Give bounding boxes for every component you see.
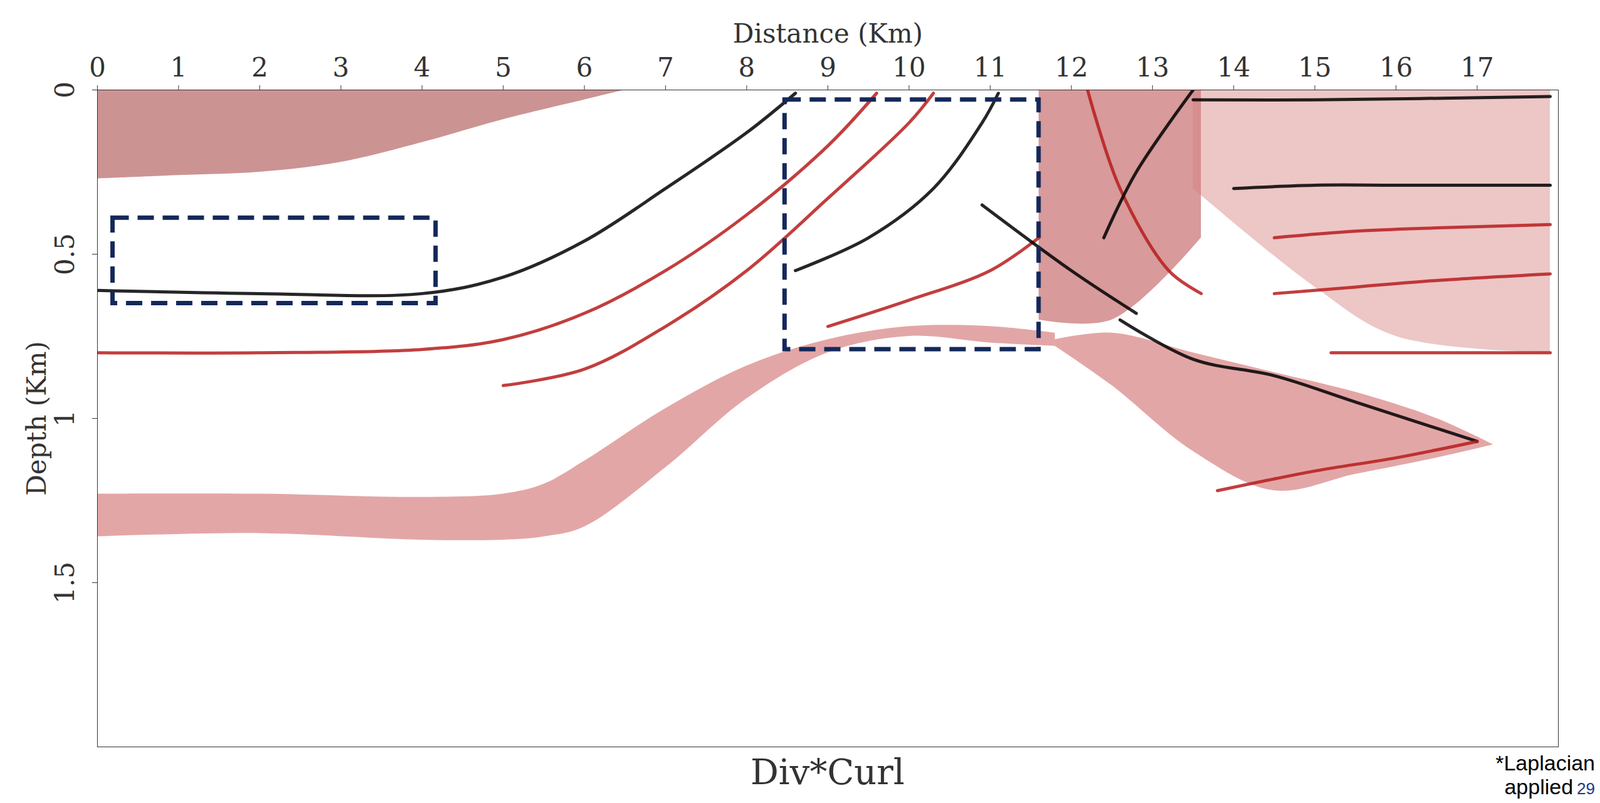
svg-text:12: 12	[1054, 51, 1088, 83]
svg-text:8: 8	[738, 51, 756, 83]
svg-text:0.5: 0.5	[49, 233, 81, 276]
svg-text:0: 0	[88, 51, 106, 83]
html-text:Div*Curl: Div*Curl	[750, 751, 905, 792]
svg-text:14: 14	[1217, 51, 1251, 83]
svg-text:Distance (Km): Distance (Km)	[732, 18, 923, 49]
svg-text:7: 7	[657, 51, 675, 83]
svg-text:0: 0	[49, 81, 81, 99]
html-text:*Laplacian applied29: *Laplacian applied29	[1495, 750, 1595, 799]
svg-text:13: 13	[1135, 51, 1169, 83]
svg-text:9: 9	[819, 51, 837, 83]
svg-text:3: 3	[332, 51, 350, 83]
svg-text:11: 11	[973, 51, 1007, 83]
svg-text:16: 16	[1379, 51, 1413, 83]
svg-text:5: 5	[494, 51, 512, 83]
svg-text:1: 1	[49, 409, 81, 427]
svg-text:17: 17	[1460, 51, 1494, 83]
svg-text:4: 4	[413, 51, 431, 83]
svg-text:1: 1	[170, 51, 188, 83]
svg-text:15: 15	[1298, 51, 1332, 83]
svg-text:6: 6	[575, 51, 593, 83]
svg-text:1.5: 1.5	[49, 561, 81, 604]
svg-text:2: 2	[251, 51, 269, 83]
svg-text:Depth (Km): Depth (Km)	[21, 340, 52, 496]
svg-text:10: 10	[892, 51, 926, 83]
